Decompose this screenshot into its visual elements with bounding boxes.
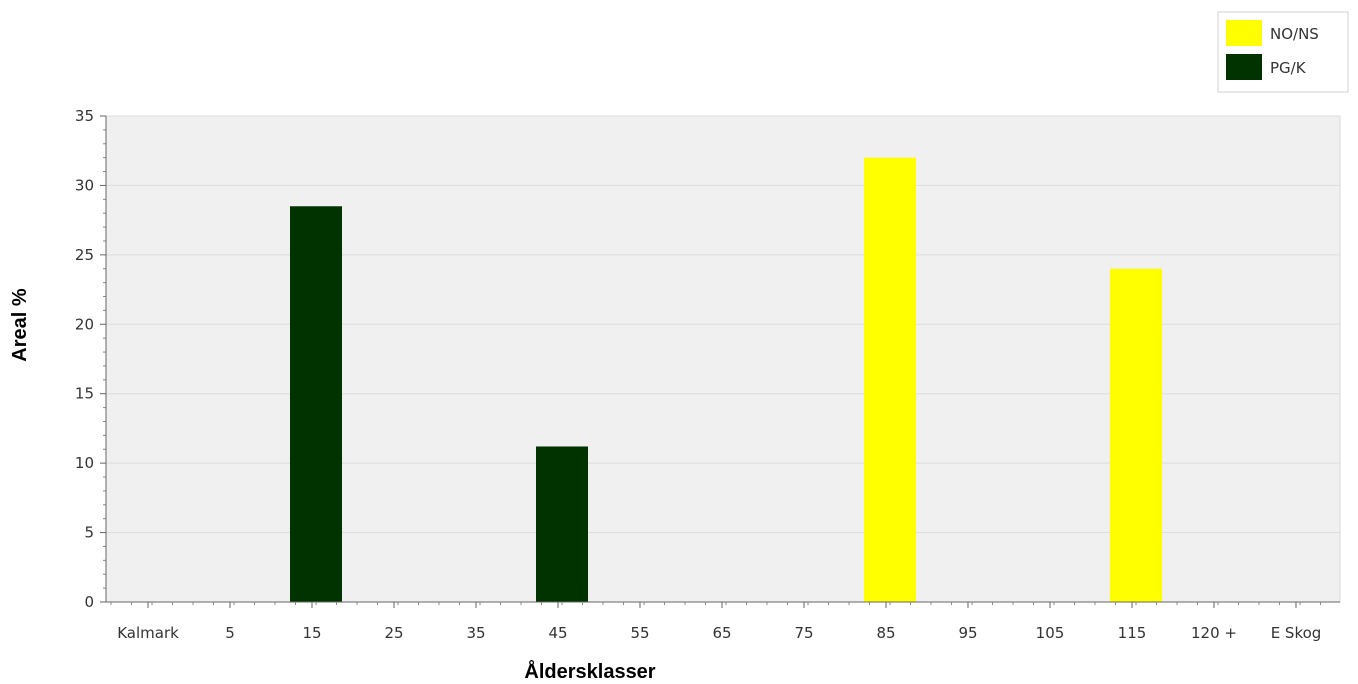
y-tick-label: 25 — [75, 246, 94, 264]
axes — [100, 115, 1340, 608]
legend: NO/NS PG/K — [1217, 11, 1349, 93]
x-tick-label: 65 — [712, 624, 731, 642]
x-tick-label: 105 — [1036, 624, 1065, 642]
bar — [290, 206, 342, 602]
bar — [864, 157, 916, 602]
y-tick-labels: 0 5 10 15 20 25 30 35 — [75, 107, 94, 611]
legend-label: PG/K — [1270, 59, 1307, 77]
legend-label: NO/NS — [1270, 25, 1319, 43]
x-tick-label: 120 + — [1191, 624, 1237, 642]
x-tick-label: 115 — [1118, 624, 1147, 642]
y-tick-label: 30 — [75, 176, 94, 194]
x-tick-label: 45 — [548, 624, 567, 642]
legend-swatch — [1226, 54, 1262, 80]
x-tick-label: 15 — [302, 624, 321, 642]
x-tick-label: 85 — [876, 624, 895, 642]
x-tick-label: 25 — [384, 624, 403, 642]
x-axis-title: Åldersklasser — [524, 659, 655, 683]
bars — [290, 157, 1162, 602]
y-tick-label: 5 — [84, 524, 94, 542]
y-tick-label: 35 — [75, 107, 94, 125]
x-tick-label: 55 — [630, 624, 649, 642]
x-tick-labels: Kalmark 5 15 25 35 45 55 65 75 85 95 105 115 120 + E S… — [117, 624, 1321, 642]
x-tick-label: 95 — [958, 624, 977, 642]
x-tick-label: E Skog — [1271, 624, 1322, 642]
x-tick-label: 5 — [225, 624, 235, 642]
y-tick-label: 15 — [75, 385, 94, 403]
y-tick-label: 0 — [84, 593, 94, 611]
y-tick-label: 10 — [75, 454, 94, 472]
x-tick-label: Kalmark — [117, 624, 179, 642]
bar — [536, 446, 588, 602]
y-tick-label: 20 — [75, 315, 94, 333]
x-tick-label: 35 — [466, 624, 485, 642]
bar — [1110, 268, 1162, 602]
x-tick-label: 75 — [794, 624, 813, 642]
legend-swatch — [1226, 20, 1262, 46]
y-axis-title: Areal % — [9, 288, 31, 362]
